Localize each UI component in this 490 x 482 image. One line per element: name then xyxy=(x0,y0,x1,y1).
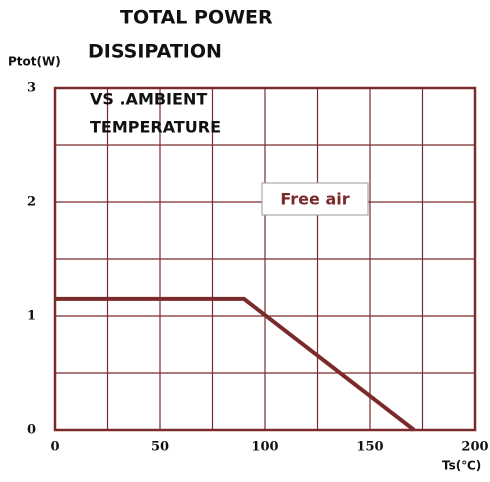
data-line xyxy=(55,296,416,432)
x-tick-label: 200 xyxy=(461,440,488,455)
chart-title: DISSIPATION xyxy=(88,41,222,63)
plot-frame xyxy=(53,86,477,432)
annotation-box xyxy=(261,182,369,216)
x-axis-label: Ts(℃) xyxy=(442,459,481,473)
x-tick-label: 0 xyxy=(50,440,59,455)
x-tick-label: 150 xyxy=(356,440,383,455)
y-tick-label: 2 xyxy=(27,195,36,210)
y-tick-label: 0 xyxy=(27,423,36,438)
y-tick-label: 1 xyxy=(27,309,36,324)
chart-title: TOTAL POWER xyxy=(120,7,273,29)
subtitle: VS .AMBIENT xyxy=(90,90,207,109)
x-tick-label: 50 xyxy=(151,440,169,455)
annotation: Free air xyxy=(280,190,349,209)
x-tick-label: 100 xyxy=(251,440,278,455)
subtitle: TEMPERATURE xyxy=(90,118,221,137)
y-tick-label: 3 xyxy=(27,81,36,96)
y-axis-label: Ptot(W) xyxy=(8,55,61,69)
